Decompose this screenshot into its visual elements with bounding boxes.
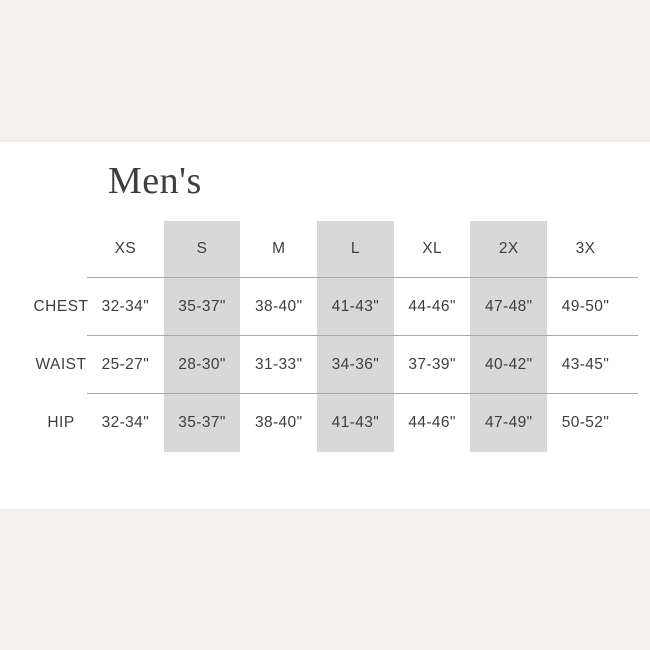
cell-waist-m: 31-33" — [240, 336, 318, 394]
cell-waist-xl: 37-39" — [393, 336, 471, 394]
column-header-3x: 3X — [547, 221, 624, 278]
cell-hip-2x: 47-49" — [470, 394, 548, 452]
cell-chest-xl: 44-46" — [393, 278, 471, 336]
column-header-l: L — [317, 221, 394, 278]
cell-waist-l: 34-36" — [317, 336, 394, 394]
cell-chest-l: 41-43" — [317, 278, 394, 336]
top-band — [0, 0, 650, 142]
column-header-2x: 2X — [470, 221, 548, 278]
header-filler — [623, 221, 638, 278]
cell-chest-xs: 32-34" — [87, 278, 164, 336]
row-label-waist: WAIST — [35, 356, 87, 373]
cell-hip-xl: 44-46" — [408, 414, 456, 431]
cell-waist-s: 28-30" — [163, 336, 241, 394]
column-header-xl: XL — [393, 221, 471, 278]
size-chart-table: XS S M L XL 2X 3X CHEST 32-34" 35-37" 38… — [33, 221, 638, 452]
cell-chest-s: 35-37" — [163, 278, 241, 336]
cell-waist-3x: 43-45" — [547, 336, 624, 394]
row-label-chest: CHEST — [33, 298, 89, 315]
page-title: Men's — [108, 160, 202, 202]
hip-filler — [624, 394, 638, 452]
cell-hip-l: 41-43" — [317, 394, 394, 452]
column-header-s: S — [163, 221, 241, 278]
cell-hip-xs: 32-34" — [101, 414, 150, 431]
column-header-m: M — [240, 221, 318, 278]
row-label-hip: HIP — [47, 414, 75, 431]
cell-chest-2x: 47-48" — [470, 278, 548, 336]
cell-hip-s: 35-37" — [163, 394, 241, 452]
column-header-xs: XS — [87, 221, 164, 278]
chest-filler — [623, 278, 638, 336]
waist-filler — [623, 336, 638, 394]
cell-hip-m: 38-40" — [254, 414, 303, 431]
cell-chest-m: 38-40" — [240, 278, 318, 336]
cell-waist-xs: 25-27" — [87, 336, 164, 394]
cell-hip-3x: 50-52" — [561, 414, 610, 431]
bottom-band — [0, 509, 650, 650]
cell-waist-2x: 40-42" — [470, 336, 548, 394]
header-spacer — [35, 221, 87, 278]
cell-chest-3x: 49-50" — [547, 278, 624, 336]
